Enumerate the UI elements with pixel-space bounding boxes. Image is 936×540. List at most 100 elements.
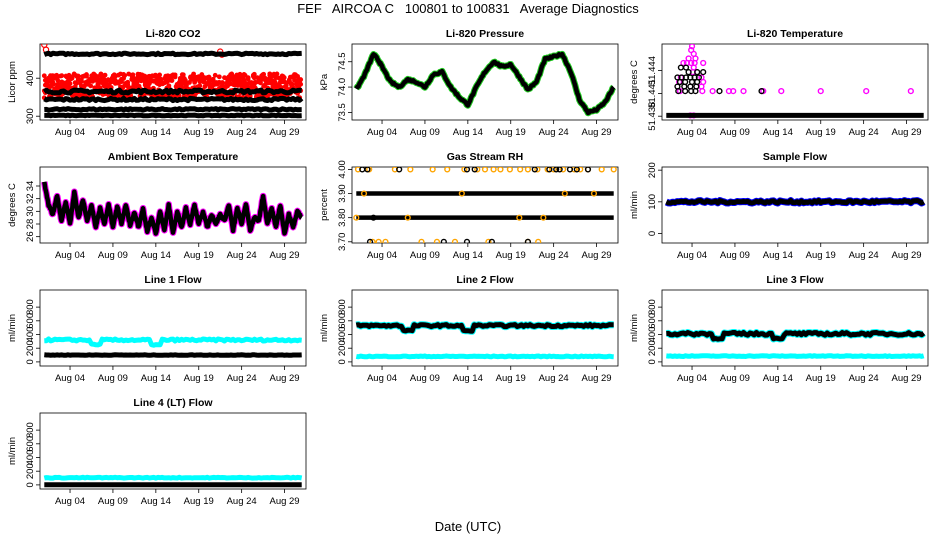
y-tick-label: 800 <box>647 299 658 315</box>
data-point <box>556 167 563 173</box>
x-tick-label: Aug 24 <box>227 373 257 384</box>
data-point <box>506 167 513 173</box>
data-point <box>700 69 707 76</box>
y-axis-label: percent <box>319 189 330 221</box>
x-tick-label: Aug 24 <box>227 250 257 261</box>
y-axis-label: ml/min <box>7 437 18 465</box>
plot-frame <box>661 289 929 367</box>
x-tick-label: Aug 19 <box>496 373 526 384</box>
data-point <box>67 81 73 87</box>
series-pressure <box>354 51 616 116</box>
data-point <box>675 88 682 95</box>
data-point <box>407 167 414 173</box>
panel-1: Li-820 CO2 Licor ppm 300 400 Aug 04 Aug 09 Aug… <box>7 28 307 138</box>
x-tick-label: Aug 09 <box>720 250 750 261</box>
x-tick-label: Aug 19 <box>806 373 836 384</box>
data-point <box>546 167 553 173</box>
panel-title: Sample Flow <box>763 151 828 163</box>
plot-frame <box>351 289 619 367</box>
y-tick-label: 400 <box>25 327 36 343</box>
data-point <box>51 81 56 87</box>
data-point <box>251 71 257 77</box>
y-tick-label: 3.80 <box>337 208 348 227</box>
y-tick-label: 3.90 <box>337 184 348 203</box>
data-point <box>566 167 574 173</box>
x-tick-label: Aug 29 <box>269 127 299 138</box>
y-tick-label: 0 <box>337 359 348 364</box>
panel-title: Ambient Box Temperature <box>108 151 239 163</box>
data-point <box>694 69 701 76</box>
x-tick-label: Aug 04 <box>677 127 707 138</box>
data-point <box>531 167 538 173</box>
x-tick-label: Aug 19 <box>184 496 214 507</box>
data-point <box>677 64 684 71</box>
data-point <box>535 238 542 243</box>
x-tick-label: Aug 24 <box>849 127 879 138</box>
x-tick-label: Aug 24 <box>849 373 879 384</box>
x-tick-label: Aug 29 <box>269 250 299 261</box>
series-box-temp <box>42 181 304 236</box>
panel-title: Line 4 (LT) Flow <box>133 397 213 409</box>
data-point <box>366 238 374 243</box>
x-tick-label: Aug 14 <box>141 127 171 138</box>
data-point <box>429 167 436 173</box>
x-tick-label: Aug 29 <box>269 373 299 384</box>
data-point <box>84 72 89 77</box>
x-tick-label: Aug 14 <box>763 373 793 384</box>
y-tick-label: 400 <box>647 327 658 343</box>
data-point <box>485 238 492 243</box>
data-point <box>682 88 689 95</box>
data-point <box>433 238 441 243</box>
panel-5: Gas Stream RH percent 3.70 3.80 3.90 4.00 Aug … <box>319 151 619 261</box>
plot-frame <box>661 43 929 121</box>
data-point <box>212 72 218 78</box>
plot-area <box>41 44 304 119</box>
data-point <box>584 167 592 173</box>
x-tick-label: Aug 24 <box>849 250 879 261</box>
data-point <box>227 77 233 83</box>
data-point <box>197 83 203 89</box>
panel-title: Li-820 CO2 <box>146 28 201 40</box>
y-tick-label: 100 <box>647 194 658 210</box>
y-axis-label: Licor ppm <box>7 61 18 103</box>
figure-title: FEF AIRCOA C 100801 to 100831 Average Di… <box>297 1 639 16</box>
x-tick-label: Aug 29 <box>581 127 611 138</box>
series-black <box>665 330 926 342</box>
plot-frame <box>39 166 307 244</box>
y-tick-label: 200 <box>647 340 658 356</box>
x-tick-label: Aug 04 <box>677 373 707 384</box>
data-point <box>907 88 914 95</box>
panel-title: Gas Stream RH <box>447 151 523 163</box>
y-axis-label: kPa <box>319 73 330 90</box>
x-tick-label: Aug 14 <box>763 127 793 138</box>
y-tick-label: 0 <box>25 482 36 487</box>
data-point <box>490 167 497 173</box>
data-point <box>488 238 495 243</box>
plot-frame <box>351 43 619 121</box>
y-tick-label: 400 <box>25 450 36 466</box>
plot-area <box>664 197 926 207</box>
y-tick-label: 4.00 <box>337 160 348 179</box>
series-black-line <box>42 87 303 96</box>
y-axis-label: ml/min <box>629 314 640 342</box>
x-tick-label: Aug 19 <box>496 250 526 261</box>
x-tick-label: Aug 04 <box>367 373 397 384</box>
data-point <box>481 167 489 173</box>
y-tick-label: 200 <box>25 340 36 356</box>
x-tick-label: Aug 04 <box>55 496 85 507</box>
plot-area <box>41 181 305 237</box>
series-orange <box>353 167 617 243</box>
y-tick-label: 300 <box>25 108 36 124</box>
data-point <box>191 71 196 77</box>
data-point <box>404 214 411 221</box>
y-tick-label: 800 <box>25 299 36 315</box>
y-axis-label: degrees C <box>629 60 640 104</box>
x-tick-label: Aug 19 <box>806 250 836 261</box>
x-tick-label: Aug 14 <box>141 496 171 507</box>
x-tick-label: Aug 19 <box>184 127 214 138</box>
data-point <box>553 167 560 173</box>
data-point <box>474 167 481 173</box>
